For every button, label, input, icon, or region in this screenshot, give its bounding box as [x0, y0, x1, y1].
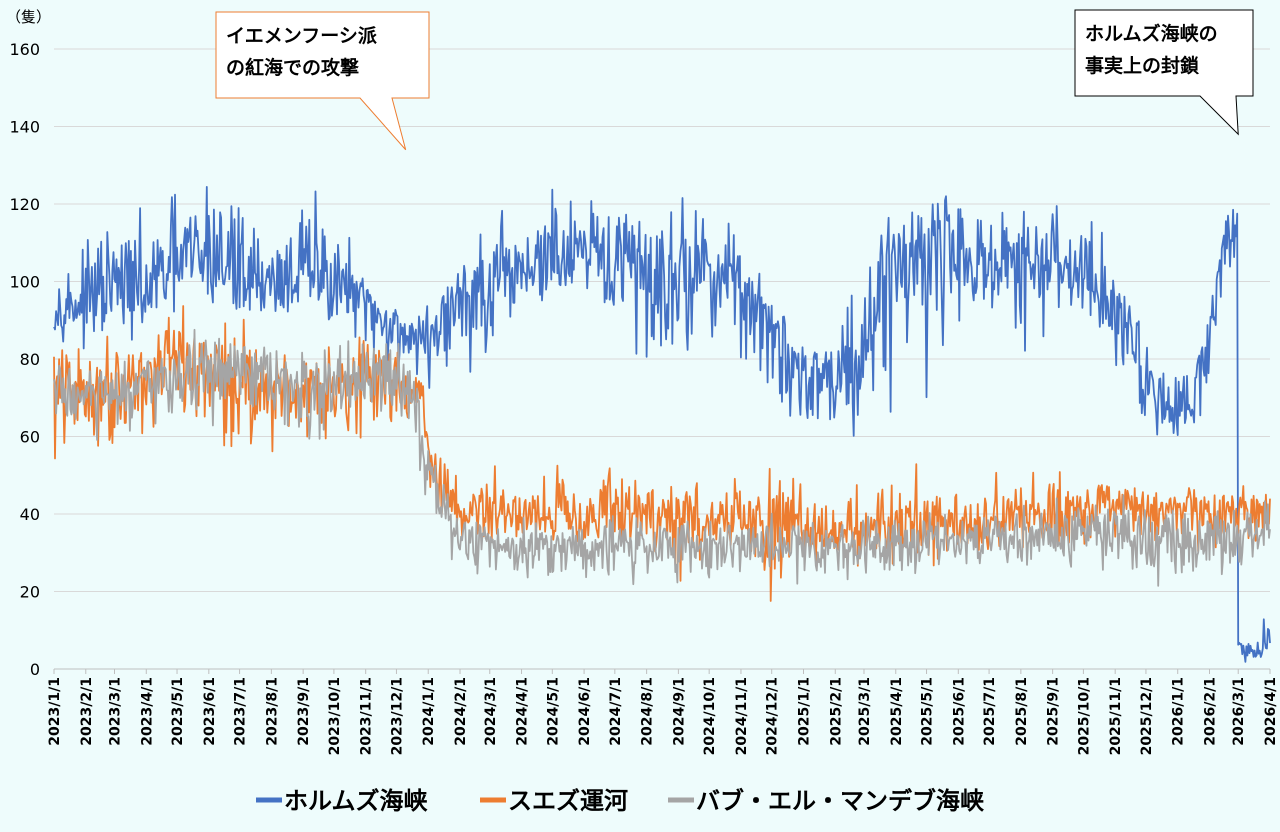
series-line: [53, 185, 1271, 663]
x-tick-label: 2025/6/1: [951, 677, 967, 746]
series-line: [53, 328, 1271, 587]
legend-label: スエズ運河: [508, 787, 628, 815]
x-tick-label: 2025/2/1: [828, 677, 844, 746]
x-tick-label: 2025/4/1: [889, 677, 905, 746]
legend-item: ホルムズ海峡: [256, 787, 428, 815]
x-tick-label: 2025/5/1: [920, 677, 936, 746]
x-tick-label: 2025/7/1: [982, 677, 998, 746]
y-tick-label: 80: [20, 350, 40, 369]
x-tick-label: 2024/7/1: [608, 677, 624, 746]
x-tick-label: 2023/2/1: [79, 677, 95, 746]
legend-item: スエズ運河: [480, 787, 628, 815]
x-tick-label: 2025/1/1: [796, 677, 812, 746]
x-tick-label: 2025/10/1: [1076, 677, 1092, 755]
legend-item: バブ・エル・マンデブ海峡: [668, 787, 984, 815]
annotation-text: 事実上の封鎖: [1085, 54, 1200, 77]
x-tick-label: 2024/11/1: [734, 677, 750, 755]
x-tick-label: 2025/3/1: [857, 677, 873, 746]
y-tick-label: 60: [20, 428, 40, 447]
x-tick-label: 2026/2/1: [1203, 677, 1219, 746]
x-tick-label: 2023/12/1: [389, 677, 405, 755]
series-layer: [53, 185, 1271, 663]
y-tick-label: 160: [9, 40, 40, 59]
x-tick-label: 2026/4/1: [1263, 677, 1279, 746]
x-tick-label: 2023/3/1: [107, 677, 123, 746]
legend-label: バブ・エル・マンデブ海峡: [696, 787, 984, 815]
x-tick-label: 2026/3/1: [1231, 677, 1247, 746]
y-tick-label: 40: [20, 505, 40, 524]
x-tick-label: 2024/12/1: [765, 677, 781, 755]
x-tick-label: 2023/6/1: [202, 677, 218, 746]
x-tick-label: 2024/1/1: [421, 677, 437, 746]
x-axis-ticks: 2023/1/1 2023/2/1 2023/3/1 2023/4/1 2023/5/1…: [47, 677, 1279, 755]
y-tick-label: 140: [9, 118, 40, 137]
annotation-text: の紅海での攻撃: [226, 56, 359, 79]
x-tick-label: 2025/9/1: [1046, 677, 1062, 746]
x-tick-label: 2024/2/1: [453, 677, 469, 746]
x-tick-label: 2023/11/1: [359, 677, 375, 755]
x-tick-label: 2023/4/1: [139, 677, 155, 746]
x-tick-label: 2024/5/1: [545, 677, 561, 746]
x-tick-label: 2024/6/1: [577, 677, 593, 746]
legend: ホルムズ海峡 スエズ運河 バブ・エル・マンデブ海峡: [256, 787, 984, 815]
x-tick-label: 2024/3/1: [483, 677, 499, 746]
y-tick-label: 0: [30, 660, 40, 679]
legend-label: ホルムズ海峡: [284, 787, 428, 815]
x-tick-label: 2024/9/1: [671, 677, 687, 746]
annotation-box: [215, 11, 430, 151]
x-tick-label: 2026/1/1: [1171, 677, 1187, 746]
y-tick-label: 120: [9, 195, 40, 214]
x-axis: [53, 668, 1271, 674]
x-tick-label: 2024/10/1: [702, 677, 718, 755]
y-axis-unit-label: （隻）: [6, 8, 51, 26]
x-tick-label: 2025/12/1: [1139, 677, 1155, 755]
annotation-text: ホルムズ海峡の: [1085, 22, 1218, 45]
x-tick-label: 2023/5/1: [170, 677, 186, 746]
x-tick-label: 2025/11/1: [1108, 677, 1124, 755]
x-tick-label: 2023/7/1: [233, 677, 249, 746]
x-tick-label: 2023/8/1: [264, 677, 280, 746]
x-tick-label: 2023/9/1: [296, 677, 312, 746]
y-tick-label: 100: [9, 273, 40, 292]
x-tick-label: 2023/10/1: [327, 677, 343, 755]
y-axis-ticks: 0 20 40 60 80 100 120 140 160: [9, 40, 40, 679]
annotation-text: イエメンフーシ派: [226, 25, 378, 47]
x-tick-label: 2024/4/1: [515, 677, 531, 746]
x-tick-label: 2025/8/1: [1014, 677, 1030, 746]
annotation-box: [1074, 9, 1254, 136]
y-tick-label: 20: [20, 583, 40, 602]
x-tick-label: 2023/1/1: [47, 677, 63, 746]
x-tick-label: 2024/8/1: [640, 677, 656, 746]
